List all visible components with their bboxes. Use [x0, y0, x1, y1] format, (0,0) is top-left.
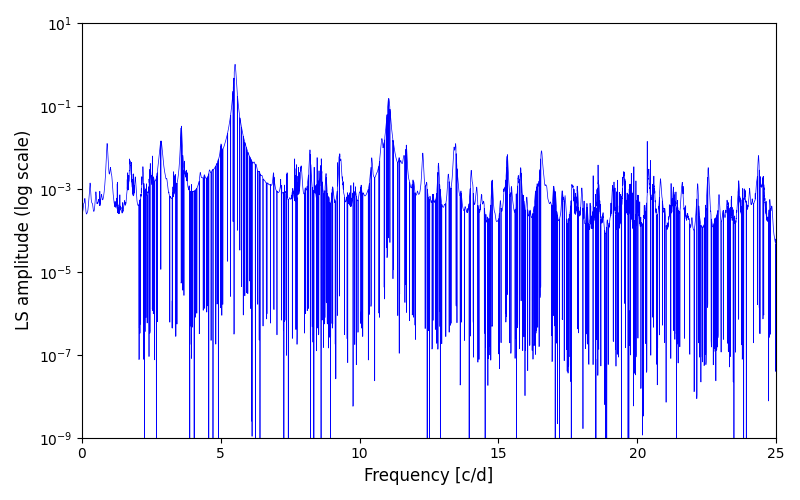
X-axis label: Frequency [c/d]: Frequency [c/d] — [364, 467, 494, 485]
Y-axis label: LS amplitude (log scale): LS amplitude (log scale) — [15, 130, 33, 330]
